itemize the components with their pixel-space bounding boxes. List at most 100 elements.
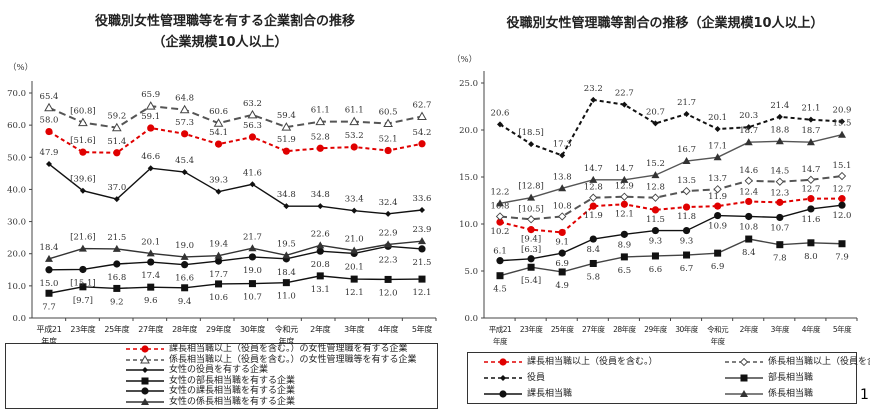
data-label: 7.9 — [835, 253, 849, 263]
data-point — [590, 96, 597, 103]
y-tick-label: 40.0 — [7, 185, 26, 195]
x-tick-label: 4年度 — [802, 324, 821, 334]
data-label: 21.5 — [413, 258, 432, 268]
data-label: 21.5 — [107, 233, 126, 243]
data-point — [589, 193, 598, 202]
legend-label: 女性の課長相当職を有する企業 — [169, 386, 296, 396]
data-point — [283, 203, 290, 210]
data-point — [248, 133, 257, 141]
data-point — [113, 196, 120, 203]
data-point — [682, 186, 691, 196]
x-tick-label: 年度 — [279, 336, 295, 346]
data-label: 64.8 — [175, 94, 194, 104]
data-label: 13.8 — [553, 172, 572, 182]
data-label: 11.6 — [801, 215, 820, 225]
data-label: 19.4 — [209, 240, 228, 250]
data-point — [558, 228, 566, 237]
data-point — [838, 195, 846, 203]
legend-item: 女性の部長相当職を有する企業 — [124, 376, 437, 387]
data-label: 12.7 — [833, 185, 852, 195]
data-label: 51.9 — [277, 135, 296, 145]
x-tick-label: 29年度 — [644, 324, 668, 334]
data-point — [180, 252, 189, 260]
data-label: 4.9 — [555, 281, 569, 291]
data-label: [12.8] — [518, 182, 544, 192]
right-chart-legend: 課長相当職以上（役員を含む。） 係長相当職以上（役員を含む。） 役員 部長相当職課長相… — [467, 352, 870, 404]
data-label: 33.6 — [413, 194, 432, 204]
series-line — [499, 175, 843, 221]
legend-item: 部長相当職 — [723, 373, 813, 384]
legend-marker — [142, 367, 148, 374]
series-3: 7.7 [9.7] 9.2 9.6 9.4 10.6 10.7 11.0 13.1 12.1 12.… — [42, 272, 431, 312]
data-label: 56.3 — [243, 121, 262, 131]
legend-item: 係長相当職 — [723, 389, 813, 400]
x-tick-label: 28年度 — [613, 324, 637, 334]
data-point — [528, 141, 535, 148]
data-point — [316, 241, 325, 249]
x-tick-label: 平成21 — [37, 324, 62, 334]
data-point — [495, 212, 505, 221]
legend-marker — [141, 345, 149, 353]
data-point — [282, 279, 290, 287]
data-point — [147, 283, 155, 291]
data-point — [837, 171, 847, 181]
data-point — [181, 284, 189, 292]
right-chart-title: 役職別女性管理職等割合の推移（企業規模10人以上） — [506, 16, 824, 31]
data-label: 45.4 — [175, 156, 194, 166]
legend-marker — [499, 358, 507, 366]
data-label: 17.7 — [209, 270, 228, 280]
data-point — [214, 140, 223, 148]
legend-label: 係長相当職以上（役員を含む。）の女性管理職等を有する企業 — [169, 354, 417, 365]
data-point — [247, 109, 258, 119]
data-label: 21.7 — [677, 98, 696, 108]
data-point — [807, 195, 815, 203]
data-label: 20.7 — [646, 107, 665, 117]
data-label: 12.8 — [646, 183, 665, 193]
legend-item: 係長相当職以上（役員を含む。）の女性管理職等を有する企業 — [124, 355, 437, 366]
legend-swatch-icon — [126, 367, 164, 374]
data-point — [559, 152, 566, 159]
series-line — [499, 197, 842, 234]
data-label: 7.8 — [773, 254, 787, 264]
data-point — [181, 130, 189, 138]
data-point — [683, 251, 691, 259]
data-label: 12.3 — [770, 188, 789, 198]
data-point — [384, 275, 392, 283]
data-point — [683, 111, 690, 118]
data-label: 51.4 — [107, 137, 126, 147]
data-label: 34.8 — [311, 190, 330, 200]
data-label: 11.9 — [584, 211, 603, 221]
data-point — [45, 266, 53, 274]
legend-label: 女性の係長相当職を有する企業 — [169, 396, 296, 407]
data-label: 10.9 — [708, 222, 727, 232]
series-line — [48, 126, 423, 154]
legend-marker — [500, 375, 506, 382]
data-label: 9.3 — [680, 237, 694, 247]
data-label: 19.0 — [243, 266, 262, 276]
data-label: 6.1 — [493, 247, 507, 257]
data-point — [351, 207, 358, 214]
legend-marker — [740, 374, 748, 382]
data-label: [21.6] — [70, 233, 96, 243]
data-point — [744, 176, 753, 185]
legend-swatch-icon — [484, 375, 522, 382]
data-point — [418, 245, 426, 253]
y-tick-label: 25.0 — [459, 79, 478, 89]
legend-swatch-icon — [126, 397, 164, 405]
data-label: 14.5 — [770, 167, 789, 177]
left-chart: （%） 0.0 10.0 20.0 30.0 40.0 50.0 60.0 70.0 平成21 年度… — [7, 62, 437, 346]
data-point — [776, 241, 784, 249]
data-point — [181, 169, 188, 176]
legend-swatch-icon — [126, 354, 164, 364]
legend-marker — [499, 390, 507, 398]
data-point — [589, 175, 598, 183]
data-label: [51.6] — [70, 136, 96, 146]
data-point — [745, 235, 753, 243]
data-point — [713, 185, 722, 194]
data-point — [744, 138, 753, 146]
data-label: 22.6 — [311, 229, 330, 239]
legend-label: 課長相当職 — [527, 389, 573, 399]
data-label: 6.5 — [618, 266, 632, 276]
data-label: 7.7 — [42, 302, 56, 312]
